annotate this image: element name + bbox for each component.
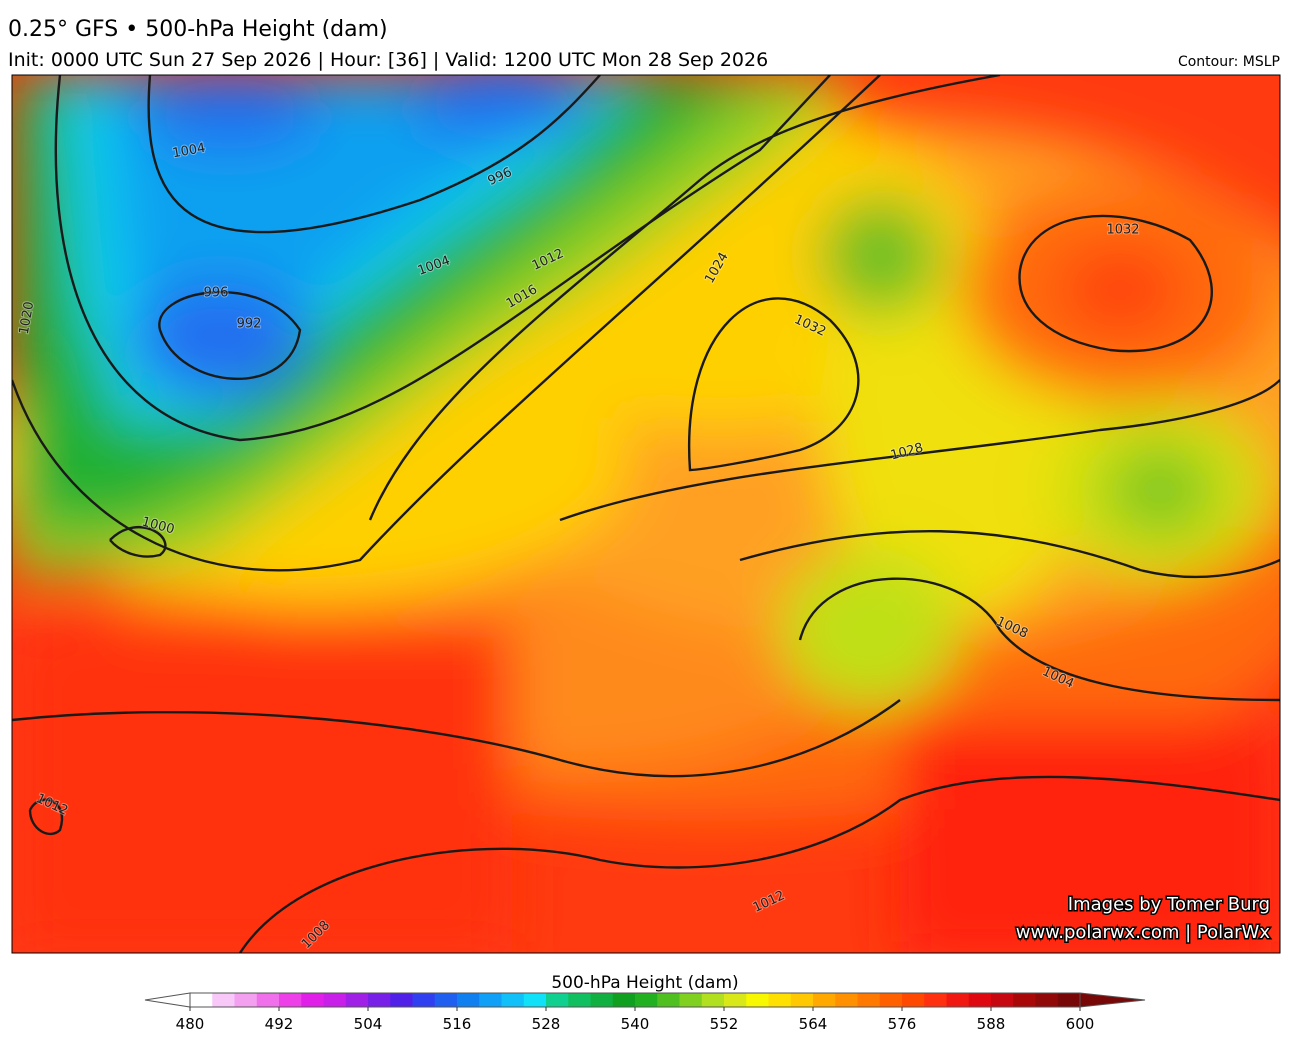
contour-label: 996 xyxy=(204,286,229,301)
colorbar-swatch xyxy=(546,993,569,1007)
colorbar-tick-label: 528 xyxy=(532,1015,561,1033)
colorbar-tick-label: 492 xyxy=(265,1015,294,1033)
colorbar-tick-label: 588 xyxy=(977,1015,1006,1033)
colorbar-arrow-low xyxy=(144,992,191,1008)
height-field xyxy=(12,75,1280,953)
title: 0.25° GFS • 500-hPa Height (dam) xyxy=(8,17,388,42)
colorbar-swatch xyxy=(279,993,302,1007)
colorbar-swatch xyxy=(590,993,614,1007)
colorbar-swatch xyxy=(212,993,235,1007)
colorbar-swatch xyxy=(768,993,792,1007)
colorbar-swatch xyxy=(657,993,680,1007)
colorbar-swatch xyxy=(991,993,1014,1007)
colorbar-swatch xyxy=(1013,993,1036,1007)
mslp-contours xyxy=(12,75,1280,953)
colorbar-title: 500-hPa Height (dam) xyxy=(551,973,738,993)
colorbar-swatch xyxy=(390,993,413,1007)
colorbar-tick-label: 516 xyxy=(443,1015,472,1033)
colorbar-tick-label: 480 xyxy=(176,1015,205,1033)
colorbar-swatch xyxy=(857,993,881,1007)
colorbar-swatch xyxy=(368,993,391,1007)
colorbar-tick-label: 600 xyxy=(1066,1015,1095,1033)
contour-label: 1004 xyxy=(171,141,206,162)
subtitle: Init: 0000 UTC Sun 27 Sep 2026 | Hour: [… xyxy=(8,49,768,71)
colorbar-swatch xyxy=(701,993,725,1007)
colorbar-swatch xyxy=(568,993,591,1007)
colorbar-swatch xyxy=(968,993,992,1007)
colorbar-swatch xyxy=(479,993,502,1007)
colorbar-arrow-high xyxy=(1079,992,1146,1008)
colorbar-tick-label: 576 xyxy=(888,1015,917,1033)
colorbar-swatch xyxy=(412,993,436,1007)
colorbar-swatch xyxy=(679,993,703,1007)
colorbar-swatch xyxy=(902,993,925,1007)
colorbar-swatch xyxy=(234,993,258,1007)
colorbar-swatch xyxy=(946,993,970,1007)
colorbar-swatch xyxy=(501,993,525,1007)
colorbar-swatch xyxy=(813,993,836,1007)
colorbar-swatch xyxy=(612,993,636,1007)
colorbar-swatch xyxy=(190,993,213,1007)
credit-line: Images by Tomer Burg xyxy=(1068,894,1270,915)
colorbar-tick-label: 540 xyxy=(621,1015,650,1033)
colorbar-tick-label: 552 xyxy=(710,1015,739,1033)
colorbar-swatch xyxy=(746,993,769,1007)
colorbar-tick-label: 564 xyxy=(799,1015,828,1033)
colorbar-swatch xyxy=(835,993,858,1007)
colorbar-swatch xyxy=(1057,993,1081,1007)
credit-line: www.polarwx.com | PolarWx xyxy=(1016,922,1271,943)
contour-note: Contour: MSLP xyxy=(1178,54,1280,70)
colorbar-swatch xyxy=(323,993,347,1007)
colorbar-tick-label: 504 xyxy=(354,1015,383,1033)
colorbar: 480 492 504 516 528 540 552 564 576 588 600 xyxy=(144,992,1146,1033)
colorbar-swatch xyxy=(345,993,369,1007)
colorbar-swatch xyxy=(924,993,947,1007)
colorbar-swatch xyxy=(523,993,547,1007)
colorbar-swatch xyxy=(434,993,458,1007)
contour-label: 992 xyxy=(237,317,262,332)
contour-label: 1020 xyxy=(17,300,38,335)
colorbar-swatch xyxy=(301,993,324,1007)
map-frame xyxy=(11,74,1281,954)
colorbar-swatch xyxy=(724,993,747,1007)
colorbar-swatch xyxy=(1035,993,1059,1007)
colorbar-swatch xyxy=(790,993,814,1007)
colorbar-swatch xyxy=(879,993,903,1007)
colorbar-swatch xyxy=(457,993,480,1007)
colorbar-swatch xyxy=(635,993,658,1007)
colorbar-swatch xyxy=(256,993,280,1007)
contour-label: 1032 xyxy=(1106,223,1139,238)
